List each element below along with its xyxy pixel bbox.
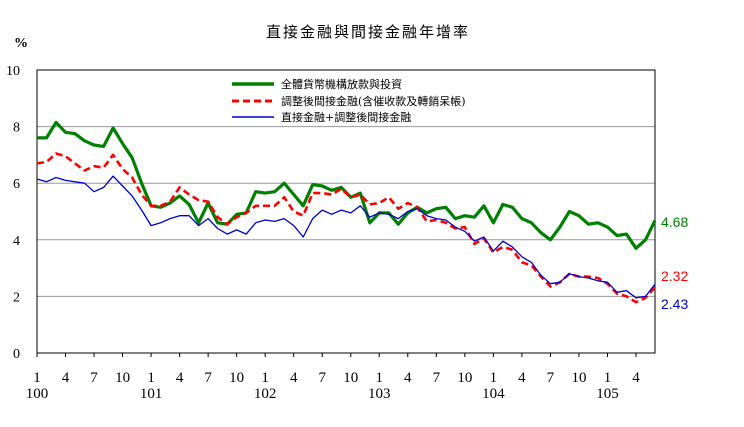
- x-tick-label: 1: [33, 370, 41, 386]
- y-tick-label: 4: [13, 234, 20, 249]
- end-labels: 4.68 2.32 2.43: [661, 214, 688, 312]
- legend-label-direct-plus-indirect: 直接金融+調整後間接金融: [281, 110, 411, 124]
- x-tick-label: 1: [376, 370, 384, 386]
- end-value-label-1: 2.32: [661, 268, 688, 284]
- x-tick-label: 1: [490, 370, 498, 386]
- x-tick-label: 7: [318, 370, 326, 386]
- y-tick-label: 10: [6, 64, 20, 79]
- year-label: 105: [596, 386, 619, 402]
- x-tick-label: 4: [290, 370, 298, 386]
- series-line-1: [36, 152, 656, 304]
- x-tick-label: 1: [604, 370, 612, 386]
- plot-area: [36, 69, 656, 354]
- legend-label-total-lending: 全體貨幣機構放款與投資: [281, 77, 402, 91]
- x-tick-label: 10: [115, 370, 130, 386]
- x-tick-label: 10: [343, 370, 358, 386]
- y-tick-label: 8: [13, 121, 20, 136]
- year-label: 100: [26, 386, 49, 402]
- x-tick-label: 10: [571, 370, 586, 386]
- year-label: 101: [140, 386, 163, 402]
- x-tick-label: 10: [457, 370, 472, 386]
- x-tick-label: 7: [433, 370, 441, 386]
- y-tick-label: 2: [13, 290, 20, 305]
- series-lines: [36, 120, 657, 304]
- y-tick-label: 0: [13, 347, 20, 362]
- x-tick-label: 4: [632, 370, 640, 386]
- series-line-2: [36, 175, 656, 299]
- year-label: 103: [368, 386, 391, 402]
- y-tick-label: 6: [13, 177, 20, 192]
- x-tick-label: 7: [204, 370, 212, 386]
- end-value-label-0: 4.68: [661, 214, 688, 230]
- x-tick-label: 7: [90, 370, 98, 386]
- x-tick-label: 10: [229, 370, 244, 386]
- legend-label-indirect-finance: 調整後間接金融(含催收款及轉銷呆帳): [281, 94, 466, 108]
- x-tick-label: 4: [62, 370, 70, 386]
- end-value-label-2: 2.43: [661, 296, 688, 312]
- x-tick-label: 1: [261, 370, 269, 386]
- x-tick-label: 7: [547, 370, 555, 386]
- y-axis-ticks: 0 2 4 6 8 10: [6, 64, 20, 362]
- series-line-0: [37, 120, 657, 250]
- x-tick-label: 4: [404, 370, 412, 386]
- y-unit-label: %: [14, 36, 28, 51]
- x-tick-label: 4: [176, 370, 184, 386]
- x-tick-label: 1: [147, 370, 155, 386]
- year-label: 102: [254, 386, 277, 402]
- legend: 全體貨幣機構放款與投資 調整後間接金融(含催收款及轉銷呆帳) 直接金融+調整後間…: [232, 77, 466, 124]
- year-label: 104: [482, 386, 505, 402]
- x-tick-label: 4: [518, 370, 526, 386]
- chart-title: 直接金融與間接金融年增率: [266, 23, 470, 41]
